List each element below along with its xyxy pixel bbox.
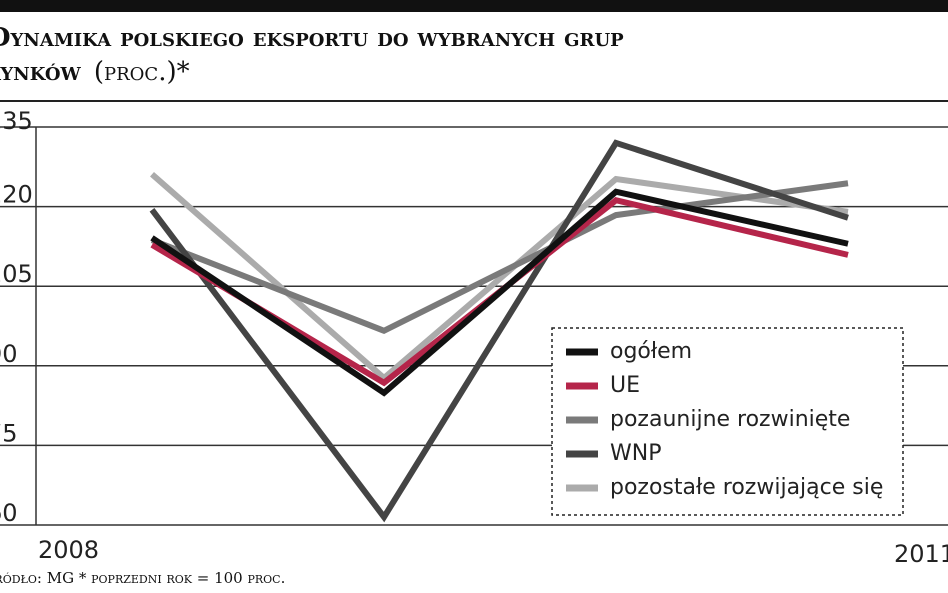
title-unit: (proc.)*	[94, 57, 190, 87]
chart-title: Dynamika polskiego eksportu do wybranych…	[0, 23, 624, 53]
legend-box	[551, 327, 904, 516]
source: Źródło: MG * poprzedni rok = 100 proc.	[0, 569, 285, 587]
top-bar	[0, 0, 948, 12]
legend-label: UE	[610, 373, 640, 398]
y-tick-label: 60	[0, 499, 18, 527]
title-line-2: rynków (proc.)*	[0, 57, 190, 87]
y-tick-label: 90	[0, 340, 18, 368]
series-line	[149, 139, 849, 523]
y-tick-label: 105	[0, 260, 33, 288]
legend-label: ogółem	[610, 339, 692, 364]
y-tick-label: 120	[0, 181, 33, 209]
y-tick-label: 135	[0, 107, 33, 135]
title-word: rynków	[0, 57, 82, 87]
series-line	[150, 171, 849, 382]
legend-label: pozaunijne rozwinięte	[610, 407, 850, 432]
y-tick-label: 75	[0, 419, 18, 447]
series-line	[150, 180, 849, 335]
x-tick-label: 2008	[38, 536, 99, 564]
legend-label: WNP	[610, 441, 661, 466]
legend-label: pozostałe rozwijające się	[610, 475, 883, 500]
series-line	[150, 188, 849, 397]
x-tick-label: 2011	[894, 540, 948, 568]
